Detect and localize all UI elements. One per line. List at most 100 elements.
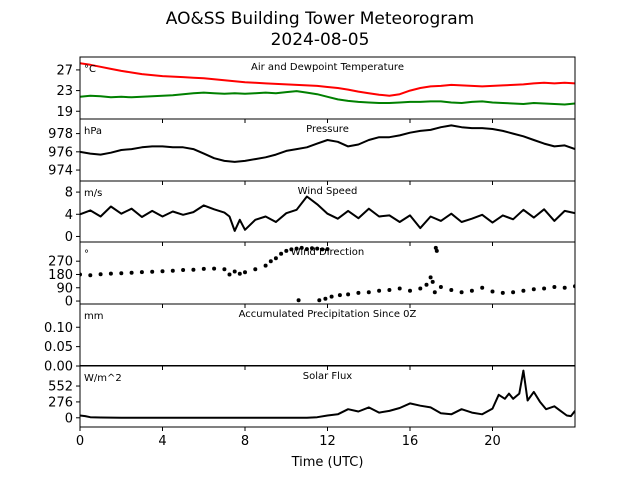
- wind-direction-point: [212, 266, 217, 271]
- accumulated-precipitation-since-0z-ytick-label: 0.05: [44, 340, 73, 355]
- wind-direction-point: [329, 294, 334, 299]
- wind-direction-point: [325, 247, 330, 252]
- wind-direction-point: [434, 248, 439, 253]
- wind-direction-point: [531, 287, 536, 292]
- solar-flux-ytick-label: 276: [48, 395, 73, 410]
- solar-flux-xtick-label: 12: [319, 434, 336, 449]
- wind-direction-point: [315, 246, 320, 251]
- wind-direction-point: [397, 286, 402, 291]
- air-and-dewpoint-temperature-ytick-label: 23: [56, 84, 73, 99]
- solar-flux-xtick-label: 4: [158, 434, 166, 449]
- wind-direction-unit-label: °: [84, 249, 89, 260]
- wind-direction-point: [222, 267, 227, 272]
- wind-direction-ytick-label: 180: [48, 268, 73, 283]
- wind-direction-ytick-label: 0: [65, 295, 73, 310]
- solar-flux-xtick-label: 20: [484, 434, 501, 449]
- wind-direction-point: [201, 266, 206, 271]
- wind-direction-point: [139, 270, 144, 275]
- air-and-dewpoint-temperature-series-line: [80, 90, 575, 106]
- wind-direction-point: [170, 268, 175, 273]
- wind-direction-point: [511, 290, 516, 295]
- air-and-dewpoint-temperature-ytick-label: 27: [56, 63, 73, 78]
- wind-direction-point: [108, 271, 113, 276]
- wind-direction-plot: [80, 245, 575, 303]
- wind-direction-point: [500, 290, 505, 295]
- wind-direction-point: [428, 275, 433, 280]
- wind-direction-point: [98, 272, 103, 277]
- wind-direction-ytick-label: 90: [56, 281, 73, 296]
- solar-flux-series-line: [80, 369, 575, 419]
- wind-direction-point: [304, 247, 309, 252]
- solar-flux-panel-title: Solar Flux: [303, 371, 353, 382]
- wind-direction-point: [408, 288, 412, 293]
- wind-direction-point: [562, 285, 567, 290]
- wind-direction-point: [387, 288, 392, 292]
- wind-direction-point: [129, 270, 134, 275]
- accumulated-precipitation-since-0z-panel-title: Accumulated Precipitation Since 0Z: [239, 309, 417, 320]
- wind-direction-point: [377, 288, 382, 293]
- wind-direction-point: [480, 285, 485, 290]
- pressure-ytick-label: 974: [48, 164, 73, 179]
- wind-direction-panel-title: Wind Direction: [291, 247, 365, 258]
- wind-speed-ytick-label: 4: [65, 208, 73, 223]
- wind-speed-series-line: [80, 195, 575, 232]
- wind-speed-unit-label: m/s: [84, 188, 102, 199]
- solar-flux-xtick-label: 16: [402, 434, 419, 449]
- panels: 19 23 27 Air and Dewpoint Temperature °C 974 9…: [44, 56, 576, 449]
- wind-speed-ytick-label: 0: [65, 230, 73, 245]
- wind-direction-point: [119, 271, 124, 276]
- air-and-dewpoint-temperature-ytick-label: 19: [56, 105, 73, 120]
- wind-speed-ytick-label: 8: [65, 186, 73, 201]
- wind-direction-point: [299, 245, 304, 250]
- wind-direction-point: [366, 290, 371, 295]
- wind-direction-point: [296, 298, 301, 303]
- wind-direction-point: [346, 292, 351, 297]
- wind-direction-point: [449, 288, 454, 292]
- solar-flux-ytick-label: 552: [48, 380, 73, 395]
- wind-direction-point: [237, 271, 242, 276]
- solar-flux-plot: [80, 369, 575, 419]
- wind-direction-point: [521, 288, 526, 293]
- wind-direction-point: [552, 285, 557, 289]
- wind-direction-point: [320, 247, 325, 252]
- air-and-dewpoint-temperature-unit-label: °C: [84, 64, 96, 75]
- wind-direction-point: [432, 290, 437, 295]
- wind-direction-point: [317, 298, 322, 303]
- air-and-dewpoint-temperature-plot: [80, 62, 575, 106]
- wind-direction-point: [418, 286, 423, 291]
- figure-date: 2024-08-05: [271, 30, 370, 50]
- pressure-panel-title: Pressure: [306, 124, 349, 135]
- wind-direction-point: [490, 289, 495, 294]
- wind-direction-ytick-label: 270: [48, 255, 73, 270]
- accumulated-precipitation-since-0z-ytick-label: 0.00: [44, 360, 73, 375]
- wind-direction-point: [284, 248, 289, 253]
- solar-flux-ytick-label: 0: [65, 411, 73, 426]
- pressure-ytick-label: 976: [48, 145, 73, 160]
- wind-direction-point: [469, 288, 474, 293]
- pressure-plot: [80, 124, 575, 163]
- wind-direction-point: [438, 285, 443, 289]
- accumulated-precipitation-since-0z-unit-label: mm: [84, 311, 103, 322]
- wind-direction-point: [459, 290, 464, 295]
- wind-direction-point: [191, 267, 196, 272]
- wind-direction-point: [232, 269, 237, 274]
- wind-direction-point: [253, 267, 258, 272]
- wind-direction-point: [356, 290, 361, 295]
- wind-direction-point: [227, 272, 232, 277]
- wind-direction-point: [243, 270, 247, 275]
- wind-direction-point: [181, 268, 186, 272]
- wind-direction-point: [310, 246, 314, 251]
- solar-flux-xtick-label: 8: [241, 434, 249, 449]
- solar-flux-unit-label: W/m^2: [84, 373, 122, 384]
- wind-direction-point: [160, 269, 165, 274]
- wind-direction-point: [279, 251, 284, 256]
- solar-flux-xtick-label: 0: [76, 434, 84, 449]
- wind-speed-panel-title: Wind Speed: [298, 186, 358, 197]
- wind-direction-point: [337, 293, 342, 298]
- figure-title: AO&SS Building Tower Meteorogram: [166, 9, 474, 29]
- wind-direction-point: [273, 256, 278, 261]
- air-and-dewpoint-temperature-panel-title: Air and Dewpoint Temperature: [251, 62, 404, 73]
- wind-direction-point: [289, 247, 294, 252]
- pressure-unit-label: hPa: [84, 126, 102, 137]
- wind-direction-point: [268, 259, 273, 264]
